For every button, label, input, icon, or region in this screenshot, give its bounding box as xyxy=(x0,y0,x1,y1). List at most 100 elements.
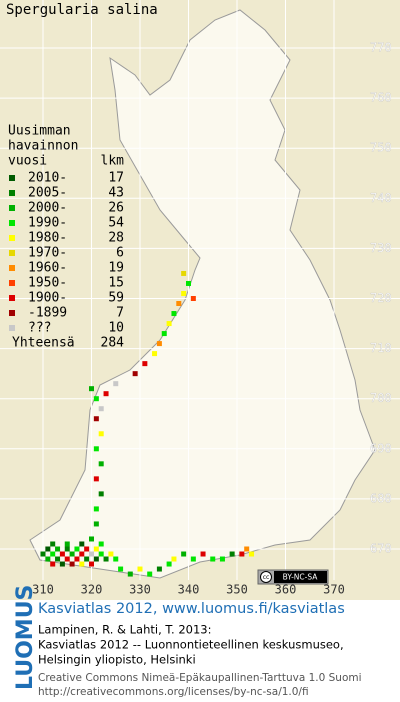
occurrence-cell xyxy=(200,551,206,557)
easting-label: 310 xyxy=(32,583,54,597)
occurrence-cell xyxy=(219,556,225,562)
occurrence-cell xyxy=(50,561,56,567)
occurrence-cell xyxy=(59,561,65,567)
northing-label: 770 xyxy=(370,41,392,55)
legend-label: 1970- xyxy=(28,246,67,261)
occurrence-cell xyxy=(181,270,187,276)
grid: 310 320 330 340 350 360 370 770 760 750 740 730 720 7… xyxy=(0,0,400,597)
legend-label: 2010- xyxy=(28,171,67,186)
legend-count: 26 xyxy=(108,201,124,216)
citation-line: Lampinen, R. & Lahti, T. 2013: xyxy=(38,623,212,637)
occurrence-cell xyxy=(84,556,90,562)
legend-header: lkm xyxy=(101,154,125,169)
occurrence-cell xyxy=(210,556,216,562)
occurrence-cell xyxy=(45,556,51,562)
legend-header: vuosi xyxy=(8,154,47,169)
legend-label: -1899 xyxy=(28,306,67,321)
occurrence-cell xyxy=(161,331,167,337)
occurrence-cell xyxy=(103,556,109,562)
legend-count: 6 xyxy=(116,246,124,261)
occurrence-cell xyxy=(89,561,94,567)
occurrence-cell xyxy=(98,551,104,557)
occurrence-cell xyxy=(45,546,51,552)
occurrence-cell xyxy=(118,566,124,572)
occurrence-cell xyxy=(93,416,99,422)
occurrence-cell xyxy=(50,541,56,547)
legend-swatch xyxy=(9,235,15,241)
occurrence-cell xyxy=(98,461,104,467)
legend-total: 284 xyxy=(101,336,125,351)
legend-label: ??? xyxy=(28,321,51,336)
license-url[interactable]: http://creativecommons.org/licenses/by-n… xyxy=(38,686,309,698)
easting-label: 320 xyxy=(81,583,103,597)
occurrence-cell xyxy=(79,541,85,547)
legend-label: 1900- xyxy=(28,291,67,306)
easting-label: 340 xyxy=(178,583,200,597)
legend-label: 1950- xyxy=(28,276,67,291)
northing-label: 680 xyxy=(370,491,392,505)
occurrence-cell xyxy=(64,541,70,547)
occurrence-cell xyxy=(190,296,196,301)
occurrence-cell xyxy=(50,551,56,557)
legend-label: 2000- xyxy=(28,201,67,216)
occurrence-cell xyxy=(137,566,143,572)
occurrence-cell xyxy=(113,381,119,387)
occurrence-cell xyxy=(249,551,255,557)
occurrence-cell xyxy=(93,546,99,552)
legend-swatch xyxy=(9,205,15,211)
occurrence-cell xyxy=(79,551,85,557)
citation-line: Kasviatlas 2012 -- Luonnontieteellinen k… xyxy=(38,638,344,652)
legend-header: Uusimman xyxy=(8,124,71,139)
occurrence-cell xyxy=(89,386,94,392)
easting-label: 350 xyxy=(226,583,248,597)
occurrence-cell xyxy=(59,551,65,557)
legend-swatch xyxy=(9,295,15,301)
legend-count: 54 xyxy=(108,216,124,231)
badge-dark xyxy=(274,571,327,583)
occurrence-cell xyxy=(93,506,99,512)
occurrence-cell xyxy=(55,546,61,552)
legend-header: havainnon xyxy=(8,139,78,154)
easting-label: 360 xyxy=(275,583,297,597)
occurrence-cell xyxy=(89,536,94,542)
occurrence-cell xyxy=(156,566,162,572)
occurrence-cell xyxy=(55,556,61,562)
northing-label: 720 xyxy=(370,291,392,305)
occurrence-cell xyxy=(89,551,94,557)
easting-label: 370 xyxy=(323,583,345,597)
occurrence-cell xyxy=(156,341,162,347)
legend-count: 7 xyxy=(116,306,124,321)
northing-label: 730 xyxy=(370,241,392,255)
atlas-link[interactable]: Kasviatlas 2012, www.luomus.fi/kasviatla… xyxy=(38,601,345,617)
legend-count: 15 xyxy=(108,276,124,291)
occurrence-cell xyxy=(64,556,70,562)
northing-label: 760 xyxy=(370,91,392,105)
occurrence-cell xyxy=(244,546,250,552)
occurrence-cell xyxy=(69,561,75,567)
legend-count: 28 xyxy=(108,231,124,246)
occurrence-cell xyxy=(176,301,182,307)
easting-label: 330 xyxy=(129,583,151,597)
citation-line: Helsingin yliopisto, Helsinki xyxy=(38,653,196,667)
occurrence-cell xyxy=(93,446,99,452)
occurrence-cell xyxy=(103,391,109,397)
legend-swatch xyxy=(9,265,15,271)
occurrence-cell xyxy=(166,321,172,327)
occurrence-cell xyxy=(229,551,235,557)
map-title: Spergularia salina xyxy=(6,2,158,18)
occurrence-cell xyxy=(40,551,46,557)
occurrence-cell xyxy=(142,361,148,367)
occurrence-cell xyxy=(181,551,187,557)
occurrence-cell xyxy=(93,396,99,402)
cc-icon-text: cc xyxy=(263,574,270,581)
license-badge: cc BY-NC-SA xyxy=(257,569,329,585)
legend-count: 10 xyxy=(108,321,124,336)
legend-swatch xyxy=(9,220,15,226)
occurrence-cell xyxy=(132,371,138,377)
occurrence-cell xyxy=(171,556,177,562)
occurrence-cell xyxy=(108,551,114,557)
occurrence-cell xyxy=(186,280,191,286)
occurrence-cell xyxy=(239,551,245,557)
occurrence-cell xyxy=(190,556,196,562)
